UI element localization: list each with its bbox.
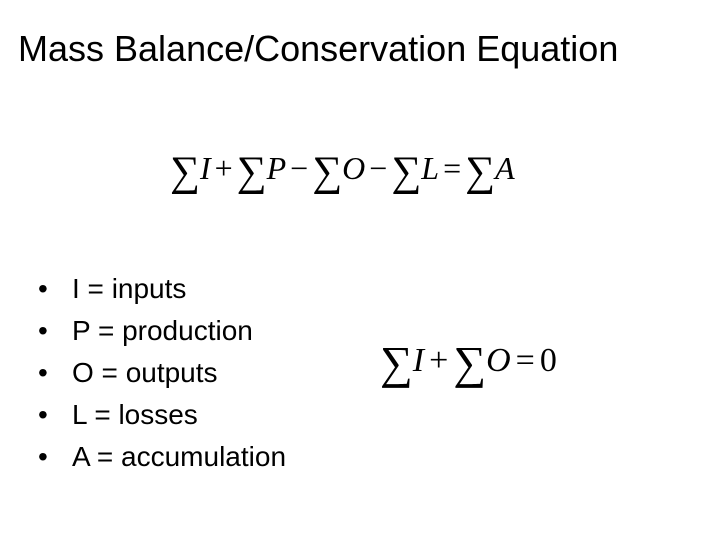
eq-sym: O: [486, 342, 511, 379]
eq-op: =: [511, 342, 540, 379]
slide-title: Mass Balance/Conservation Equation: [18, 28, 618, 70]
bullet-icon: •: [38, 310, 72, 352]
side-equation: ∑I+∑O=0: [380, 336, 557, 389]
list-item: • A = accumulation: [38, 436, 286, 478]
bullet-icon: •: [38, 394, 72, 436]
bullet-text: L = losses: [72, 394, 198, 436]
eq-sym: P: [267, 150, 287, 186]
sigma-icon: ∑: [380, 336, 413, 389]
eq-op: +: [424, 342, 453, 379]
list-item: • I = inputs: [38, 268, 286, 310]
eq-sym: A: [495, 150, 515, 186]
eq-rhs: 0: [540, 342, 557, 379]
list-item: • P = production: [38, 310, 286, 352]
eq-sym: I: [413, 342, 424, 379]
sigma-icon: ∑: [453, 336, 486, 389]
eq-sym: O: [342, 150, 365, 186]
bullet-text: I = inputs: [72, 268, 186, 310]
sigma-icon: ∑: [237, 148, 267, 196]
bullet-text: P = production: [72, 310, 253, 352]
eq-op: −: [365, 150, 391, 186]
bullet-icon: •: [38, 436, 72, 478]
eq-op: +: [211, 150, 237, 186]
sigma-icon: ∑: [391, 148, 421, 196]
list-item: • L = losses: [38, 394, 286, 436]
bullet-text: O = outputs: [72, 352, 218, 394]
bullet-icon: •: [38, 268, 72, 310]
sigma-icon: ∑: [465, 148, 495, 196]
sigma-icon: ∑: [312, 148, 342, 196]
main-equation: ∑I+∑P−∑O−∑L=∑A: [170, 148, 515, 196]
bullet-list: • I = inputs • P = production • O = outp…: [38, 268, 286, 478]
eq-op: =: [439, 150, 465, 186]
sigma-icon: ∑: [170, 148, 200, 196]
eq-sym: I: [200, 150, 211, 186]
bullet-icon: •: [38, 352, 72, 394]
list-item: • O = outputs: [38, 352, 286, 394]
eq-op: −: [286, 150, 312, 186]
eq-sym: L: [421, 150, 439, 186]
bullet-text: A = accumulation: [72, 436, 286, 478]
